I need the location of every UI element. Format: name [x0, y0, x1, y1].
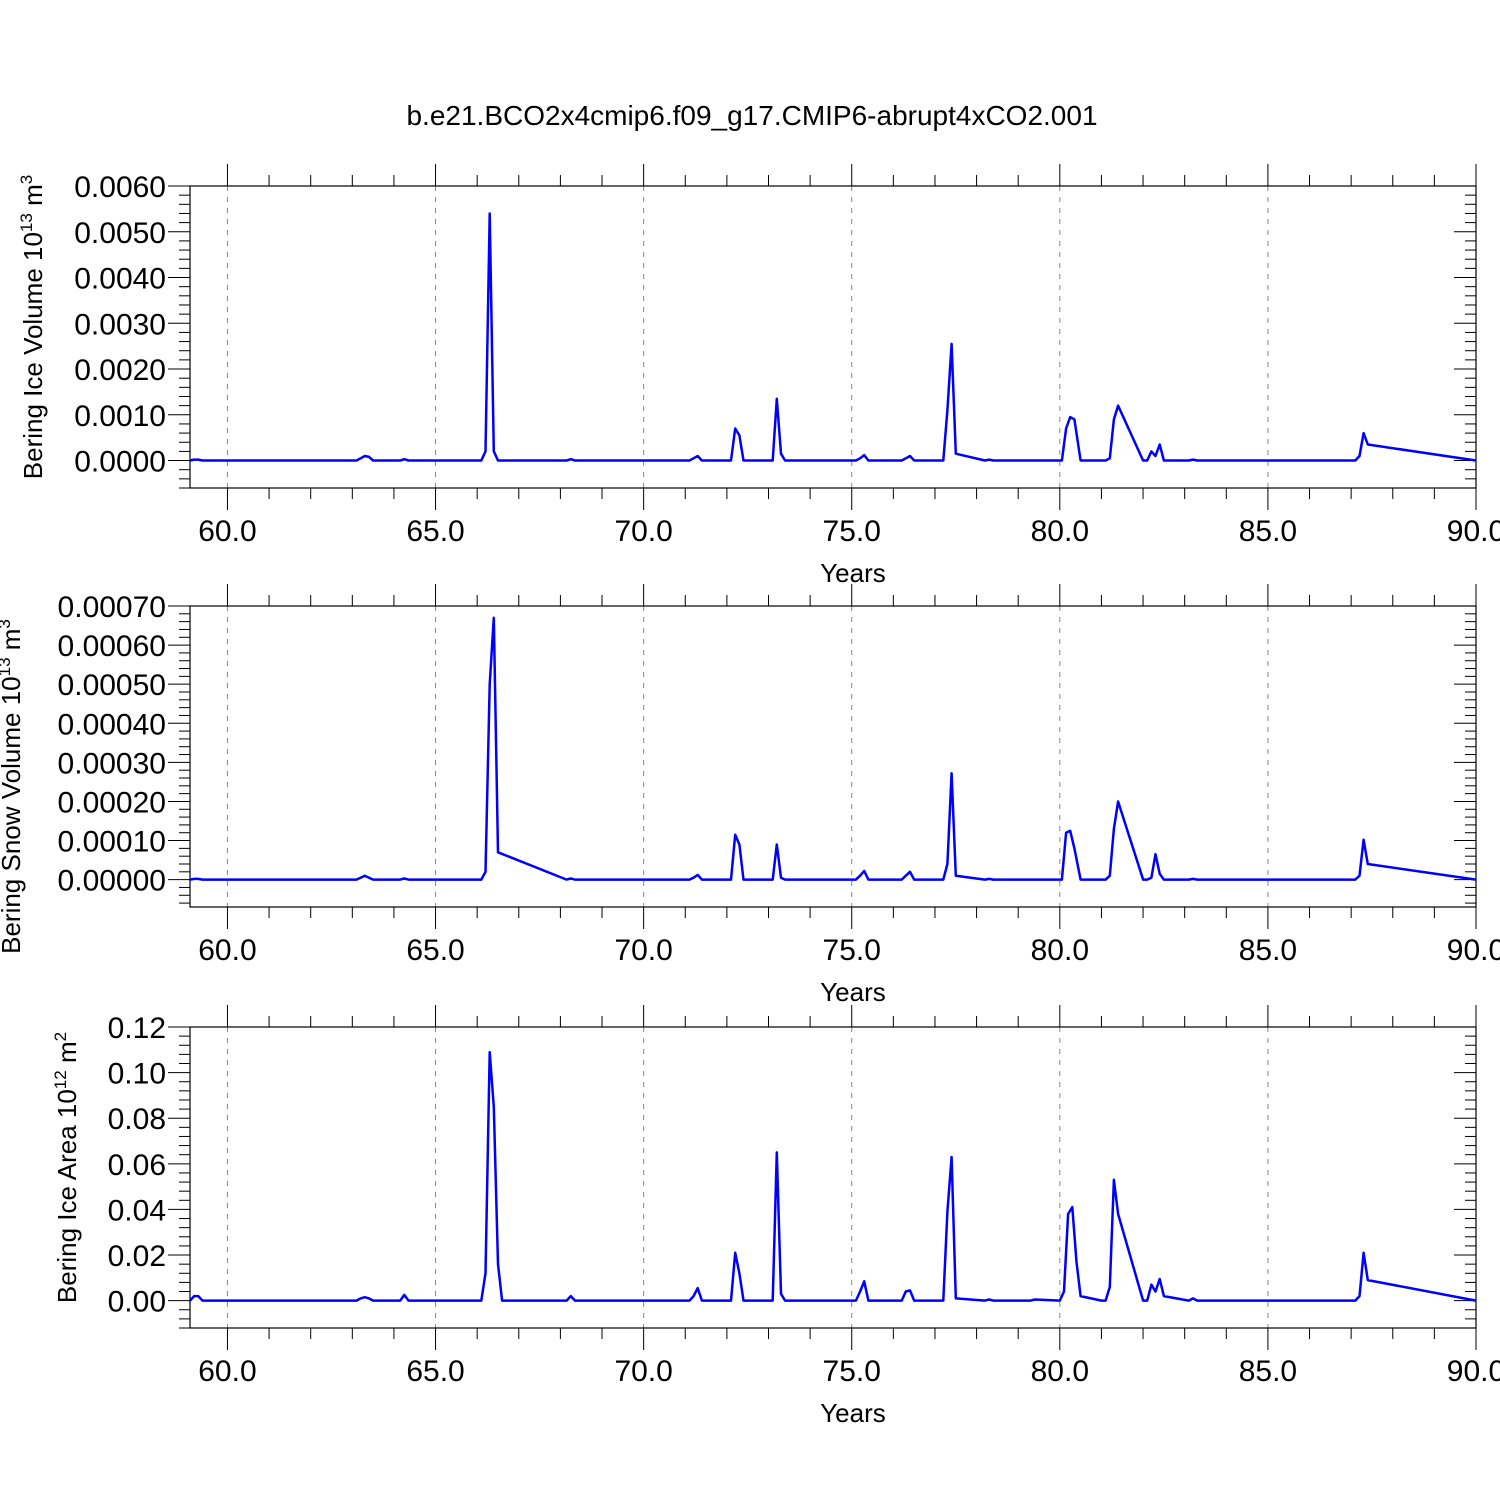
figure-title: b.e21.BCO2x4cmip6.f09_g17.CMIP6-abrupt4x…	[406, 100, 1097, 131]
y-tick-label: 0.0010	[74, 400, 166, 433]
y-tick-label: 0.00050	[58, 669, 166, 702]
y-tick-label: 0.00070	[58, 591, 166, 624]
plot-frame	[189, 605, 1477, 908]
x-tick-label: 80.0	[1031, 515, 1089, 548]
y-tick-label: 0.0040	[74, 263, 166, 296]
x-tick-label: 90.0	[1447, 515, 1500, 548]
y-tick-label: 0.08	[108, 1103, 166, 1136]
x-tick-label: 80.0	[1031, 934, 1089, 967]
y-tick-label: 0.00000	[58, 865, 166, 898]
x-tick-label: 70.0	[614, 934, 672, 967]
plot-frame	[189, 185, 1477, 489]
y-tick-label: 0.12	[108, 1012, 166, 1045]
x-tick-label: 60.0	[198, 515, 256, 548]
x-tick-label: 90.0	[1447, 1355, 1500, 1388]
y-tick-label: 0.00060	[58, 630, 166, 663]
y-tick-label: 0.10	[108, 1058, 166, 1091]
y-tick-label: 0.0030	[74, 308, 166, 341]
y-tick-label: 0.00020	[58, 786, 166, 819]
y-tick-label: 0.0050	[74, 217, 166, 250]
chart-panel-3: 60.0 65.0 70.0 75.0 80.0 85.0 90.0 0.00 0.02 0.04…	[51, 1005, 1500, 1428]
x-tick-label: 85.0	[1239, 934, 1297, 967]
x-tick-label: 60.0	[198, 934, 256, 967]
series-line-1	[189, 212, 1477, 462]
y-tick-label: 0.04	[108, 1194, 166, 1227]
series-line-1	[189, 616, 1477, 881]
x-tick-label: 65.0	[406, 515, 464, 548]
plot-frame	[189, 1026, 1477, 1329]
y-tick-label: 0.0020	[74, 354, 166, 387]
x-tick-label: 85.0	[1239, 1355, 1297, 1388]
x-tick-label: 85.0	[1239, 515, 1297, 548]
x-tick-label: 90.0	[1447, 934, 1500, 967]
y-tick-label: 0.00010	[58, 826, 166, 859]
x-axis-label: Years	[820, 977, 886, 1007]
y-tick-label: 0.00	[108, 1286, 166, 1319]
y-axis-label: Bering Ice Area 1012 m2	[51, 1032, 82, 1303]
y-axis-label: Bering Snow Volume 1013 m3	[0, 619, 26, 954]
x-axis-label: Years	[820, 558, 886, 588]
y-tick-label: 0.00040	[58, 708, 166, 741]
y-tick-label: 0.0000	[74, 446, 166, 479]
chart-panel-2: 60.0 65.0 70.0 75.0 80.0 85.0 90.0 0.00000 0.000…	[0, 584, 1500, 1007]
x-tick-label: 75.0	[823, 515, 881, 548]
series-line-1	[189, 1050, 1477, 1302]
y-tick-label: 0.02	[108, 1240, 166, 1273]
chart-panel-1: 60.0 65.0 70.0 75.0 80.0 85.0 90.0 0.0000 0.0010…	[17, 164, 1500, 588]
y-tick-label: 0.00030	[58, 747, 166, 780]
x-tick-label: 75.0	[823, 934, 881, 967]
y-axis-label: Bering Ice Volume 1013 m3	[17, 175, 48, 479]
x-axis-label: Years	[820, 1398, 886, 1428]
y-tick-label: 0.06	[108, 1149, 166, 1182]
x-tick-label: 80.0	[1031, 1355, 1089, 1388]
panels: 60.0 65.0 70.0 75.0 80.0 85.0 90.0 0.0000 0.0010…	[0, 164, 1500, 1428]
x-tick-label: 65.0	[406, 934, 464, 967]
x-tick-label: 75.0	[823, 1355, 881, 1388]
x-tick-label: 70.0	[614, 515, 672, 548]
x-tick-label: 65.0	[406, 1355, 464, 1388]
x-tick-label: 70.0	[614, 1355, 672, 1388]
y-tick-label: 0.0060	[74, 171, 166, 204]
x-tick-label: 60.0	[198, 1355, 256, 1388]
